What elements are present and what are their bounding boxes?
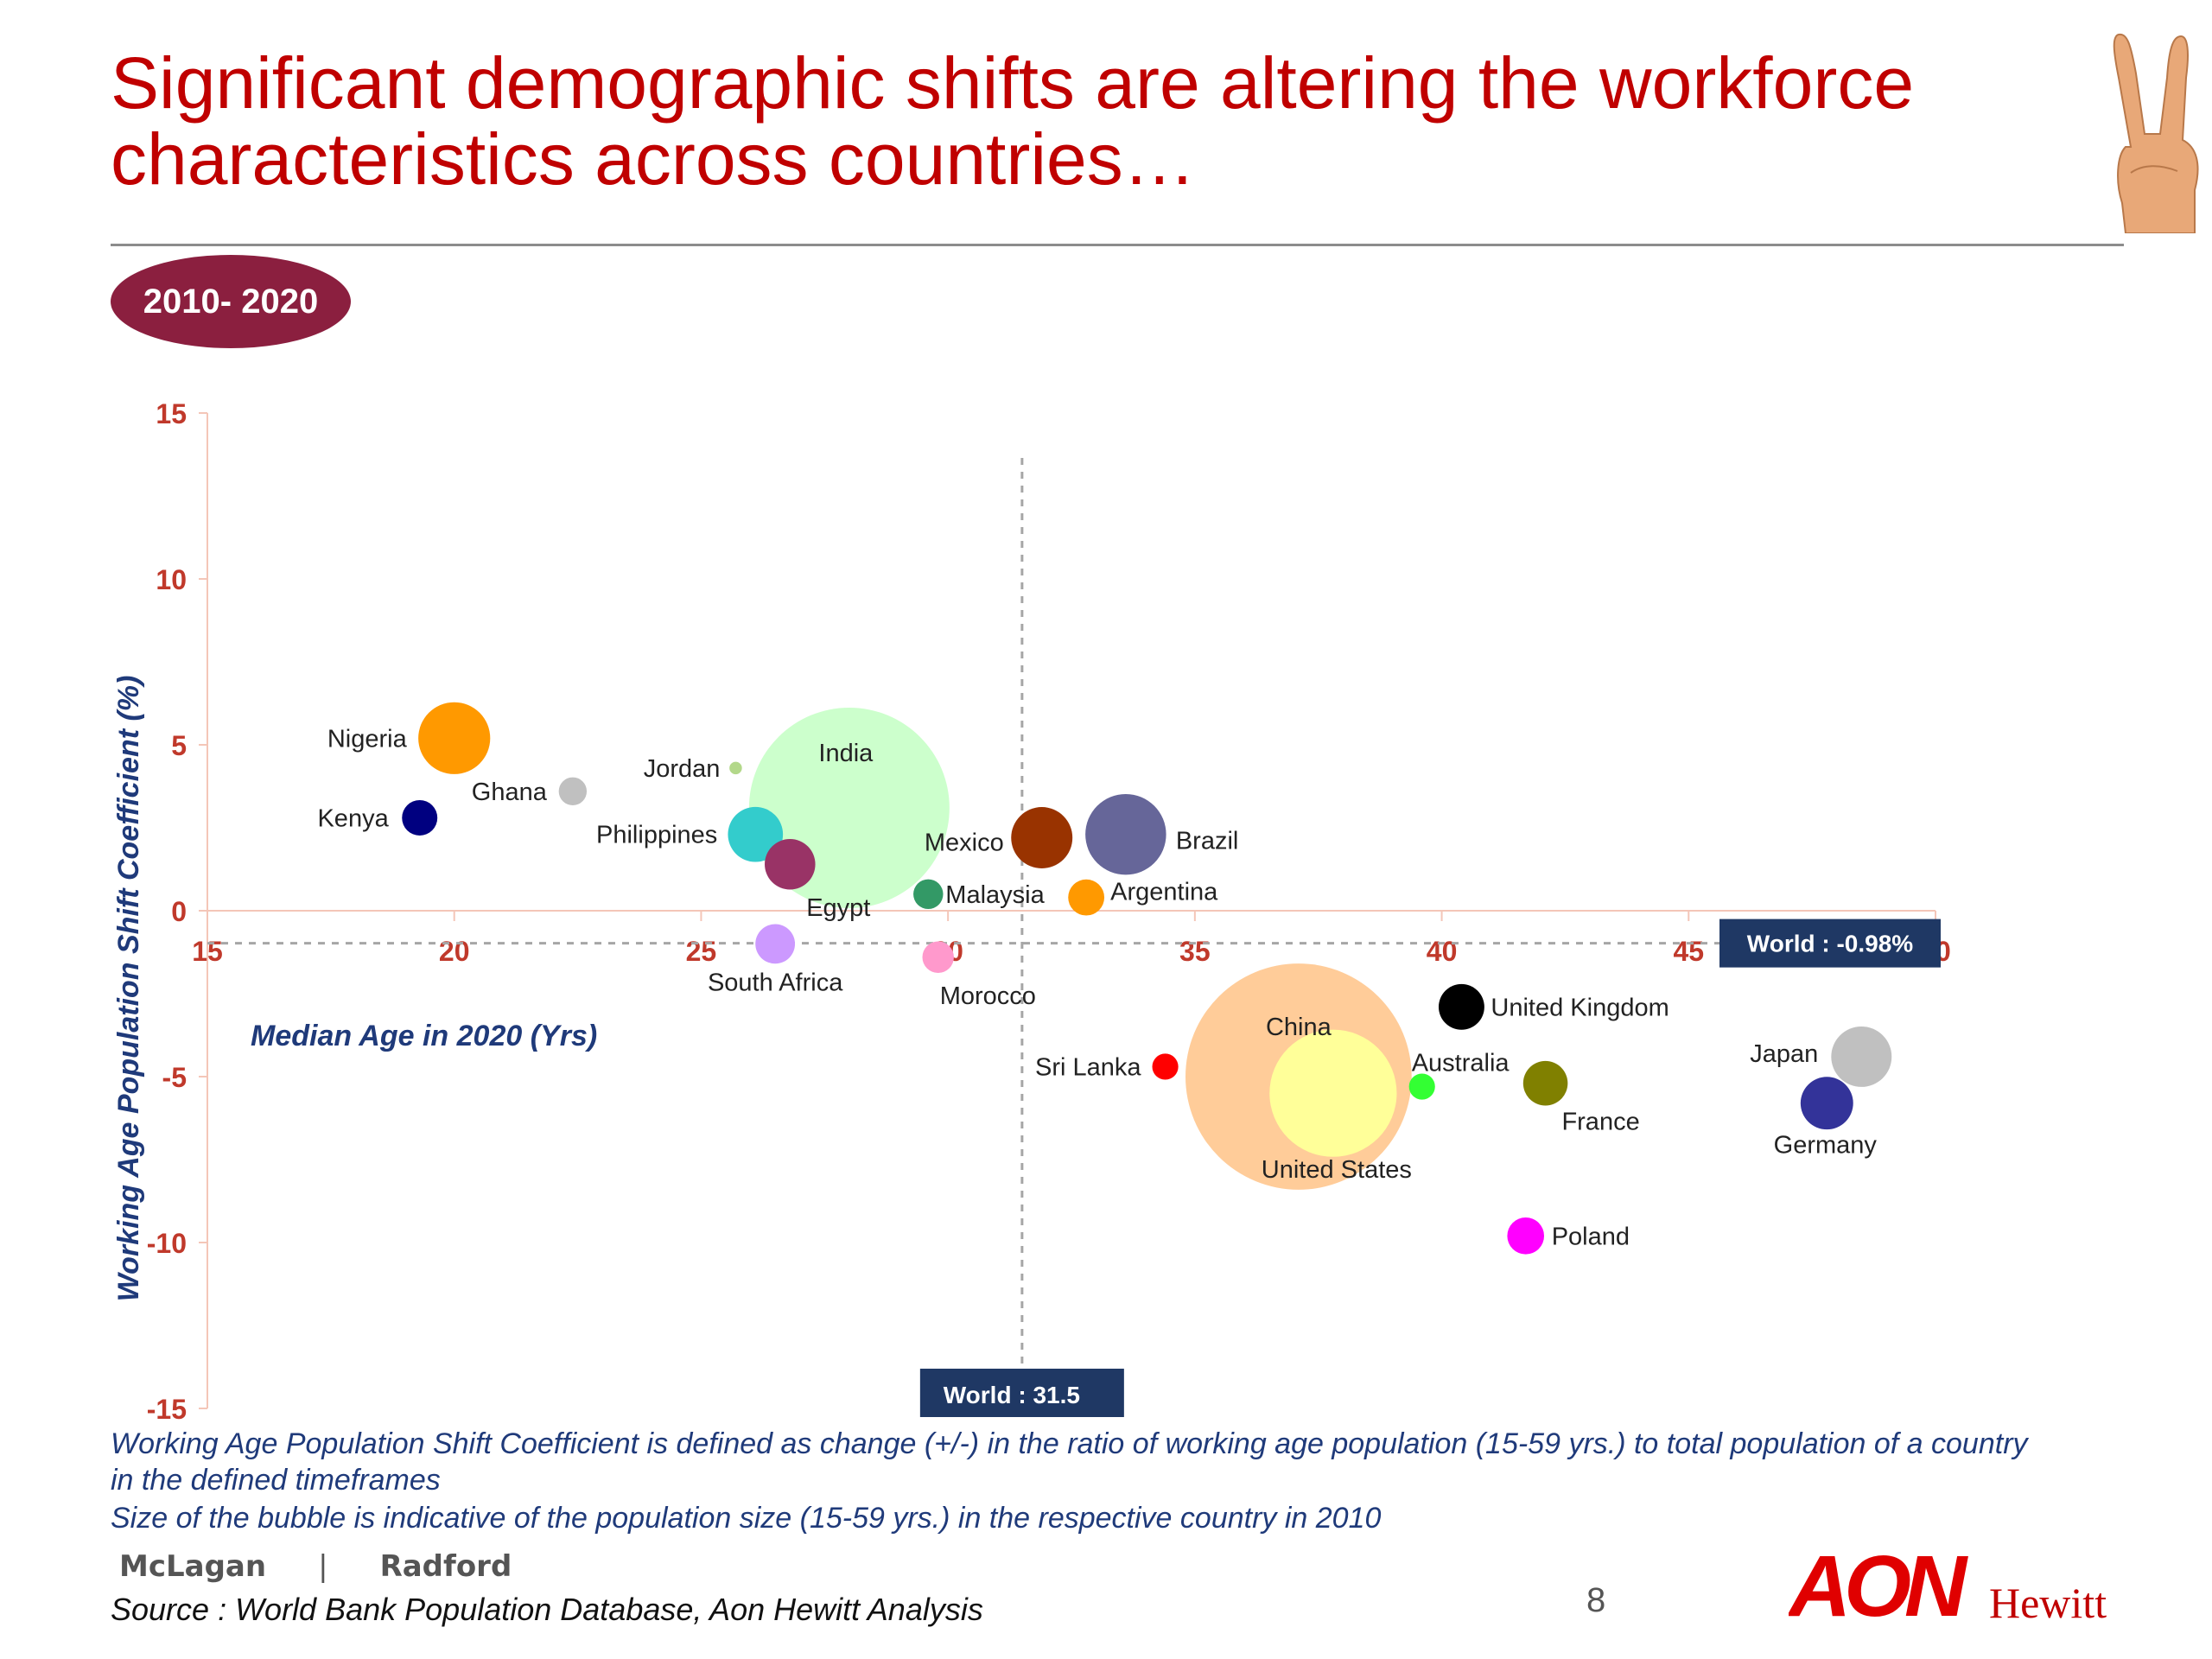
bubble-label-sri-lanka: Sri Lanka [1035,1053,1141,1081]
bubble-argentina [1068,879,1105,916]
bubble-label-malaysia: Malaysia [945,881,1045,909]
world-shift-box [1719,918,1941,968]
bubble-label-nigeria: Nigeria [327,725,408,753]
x-tick-label: 40 [1427,936,1458,967]
y-tick-label: 0 [171,896,187,927]
bubble-label-china: China [1266,1014,1332,1041]
period-badge: 2010- 2020 [111,255,351,348]
bubble-label-philippines: Philippines [596,822,717,849]
logo-hewitt: Hewitt [1989,1579,2107,1624]
bubble-label-japan: Japan [1750,1040,1818,1068]
bubble-size-note: Size of the bubble is indicative of the … [111,1502,1382,1535]
bubble-label-india: India [818,740,874,767]
bubble-label-mexico: Mexico [925,830,1004,857]
x-axis-title: Median Age in 2020 (Yrs) [251,1020,597,1052]
bubble-mexico [1011,807,1073,868]
aon-hewitt-logo: AON Hewitt [1789,1538,2107,1624]
bubble-australia [1408,1073,1435,1100]
bubble-label-egypt: Egypt [806,894,870,922]
slide-title-line-2: characteristics across countries… [111,118,1196,200]
logo-aon: AON [1789,1538,1968,1624]
brand-separator: | [318,1549,328,1584]
bubble-germany [1800,1077,1853,1130]
bubble-label-poland: Poland [1552,1223,1630,1250]
x-tick-label: 35 [1179,936,1211,967]
bubble-label-brazil: Brazil [1176,828,1239,855]
world-shift-label: World : -0.98% [1747,931,1914,957]
bubble-egypt [765,838,816,890]
bubble-malaysia [913,879,944,910]
bubble-morocco [922,941,954,973]
bubble-sri-lanka [1152,1053,1179,1080]
bubble-label-morocco: Morocco [940,982,1036,1010]
x-tick-label: 20 [439,936,470,967]
y-axis-title: Working Age Population Shift Coefficient… [112,676,145,1302]
bubble-philippines [728,806,784,862]
brand-names: McLagan | Radford [119,1549,512,1584]
definition-note-continued: in the defined timeframes [111,1464,441,1497]
bubble-nigeria [418,702,491,774]
brand-radford: Radford [379,1549,512,1584]
bubble-jordan [729,761,742,775]
brand-mclagan: McLagan [119,1549,267,1584]
title-divider [111,244,2124,246]
bubble-label-australia: Australia [1412,1050,1510,1077]
bubble-label-germany: Germany [1774,1132,1878,1160]
x-tick-label: 15 [192,936,223,967]
world-median-age-box [919,1369,1124,1417]
bubble-label-ghana: Ghana [472,779,548,806]
bubble-united-states [1269,1029,1397,1157]
x-tick-label: 25 [686,936,717,967]
bubble-france [1522,1060,1568,1106]
hand-peace-icon [2113,33,2199,233]
y-tick-label: -10 [147,1228,187,1259]
slide-title: Significant demographic shifts are alter… [111,45,2012,197]
y-tick-label: -15 [147,1394,187,1425]
page-number: 8 [1586,1581,1606,1619]
bubble-south-africa [755,924,796,964]
definition-note: Working Age Population Shift Coefficient… [111,1427,2028,1460]
bubble-brazil [1085,793,1166,875]
y-tick-label: -5 [162,1062,187,1093]
y-tick-label: 15 [156,398,187,429]
y-tick-label: 10 [156,564,187,595]
bubble-japan [1831,1026,1892,1087]
world-median-age-label: World : 31.5 [944,1382,1080,1408]
bubble-kenya [402,800,438,836]
x-tick-label: 45 [1673,936,1704,967]
bubble-label-argentina: Argentina [1110,879,1218,906]
bubble-label-united-states: United States [1262,1156,1412,1184]
slide-title-line-1: Significant demographic shifts are alter… [111,42,1915,124]
bubble-label-france: France [1561,1109,1639,1136]
source-note: Source : World Bank Population Database,… [111,1592,983,1627]
y-tick-label: 5 [171,730,187,761]
bubble-united-kingdom [1438,983,1484,1030]
bubble-poland [1507,1217,1545,1255]
bubble-label-united-kingdom: United Kingdom [1491,994,1669,1021]
bubble-ghana [558,777,588,805]
bubble-label-south-africa: South Africa [708,969,843,996]
bubble-label-kenya: Kenya [317,804,389,832]
bubble-label-jordan: Jordan [644,755,721,783]
